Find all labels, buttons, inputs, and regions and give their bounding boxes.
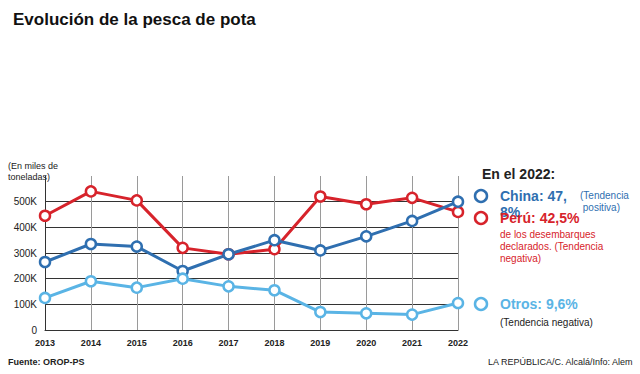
svg-text:negativa): negativa)	[500, 253, 541, 264]
svg-text:2019: 2019	[310, 338, 330, 348]
svg-text:Evolución de la pesca de pota: Evolución de la pesca de pota	[13, 10, 256, 29]
svg-text:2017: 2017	[219, 338, 239, 348]
svg-text:200K: 200K	[14, 273, 38, 284]
svg-text:Otros: 9,6%: Otros: 9,6%	[500, 296, 578, 312]
svg-text:positiva): positiva)	[580, 202, 620, 213]
svg-text:2014: 2014	[81, 338, 101, 348]
svg-text:2015: 2015	[127, 338, 147, 348]
svg-text:2013: 2013	[35, 338, 55, 348]
svg-text:300K: 300K	[14, 248, 38, 259]
svg-text:En el 2022:: En el 2022:	[482, 166, 555, 182]
svg-text:LA REPÚBLICA/C. Alcalá/Info: A: LA REPÚBLICA/C. Alcalá/Info: Alem	[488, 357, 633, 367]
svg-text:2020: 2020	[356, 338, 376, 348]
svg-text:declarados. (Tendencia: declarados. (Tendencia	[500, 241, 606, 252]
svg-text:China: 47,: China: 47,	[500, 188, 567, 204]
svg-text:2018: 2018	[264, 338, 284, 348]
svg-text:2016: 2016	[173, 338, 193, 348]
svg-text:Fuente: OROP-PS: Fuente: OROP-PS	[8, 357, 85, 367]
svg-text:2021: 2021	[402, 338, 422, 348]
svg-text:(Tendencia: (Tendencia	[580, 190, 629, 201]
svg-text:400K: 400K	[14, 222, 38, 233]
svg-text:2022: 2022	[448, 338, 468, 348]
svg-text:0: 0	[31, 325, 37, 336]
svg-text:toneladas): toneladas)	[8, 172, 50, 182]
svg-text:Perú: 42,5%: Perú: 42,5%	[500, 210, 580, 226]
svg-text:500K: 500K	[14, 196, 38, 207]
svg-text:(Tendencia negativa): (Tendencia negativa)	[500, 317, 593, 328]
svg-text:100K: 100K	[14, 299, 38, 310]
svg-text:(En miles de: (En miles de	[8, 161, 61, 171]
svg-text:de los desembarques: de los desembarques	[500, 229, 598, 240]
